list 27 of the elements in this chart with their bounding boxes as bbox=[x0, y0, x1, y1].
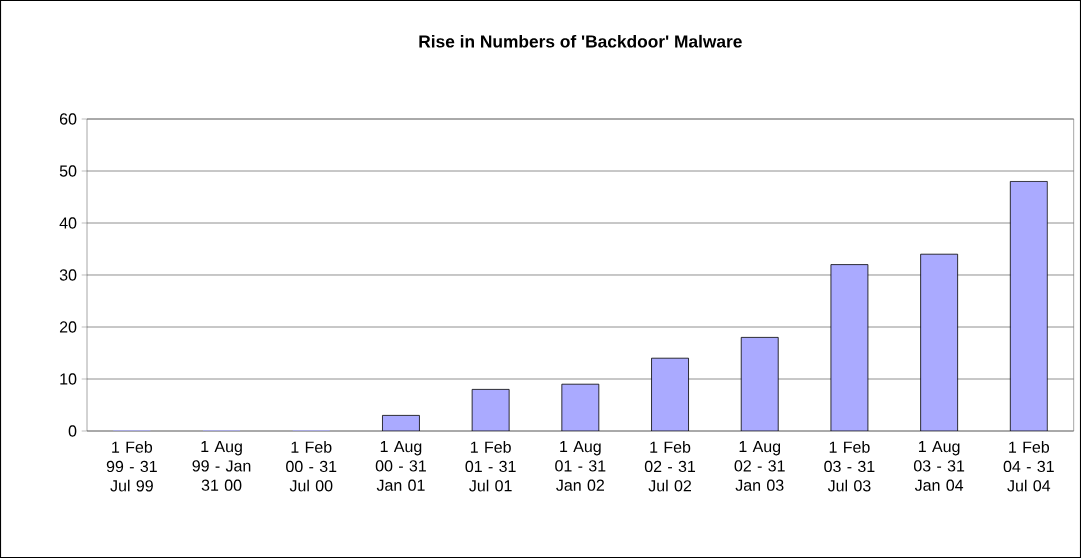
bar bbox=[561, 383, 600, 431]
y-tick-label: 20 bbox=[59, 321, 77, 333]
x-tick-label: 1 Feb 02 - 31 Jul 02 bbox=[644, 441, 696, 492]
x-tick-label: 1 Aug 99 - Jan 31 00 bbox=[192, 441, 251, 491]
x-tick-label: 1 Feb 03 - 31 Jul 03 bbox=[824, 441, 875, 492]
bar bbox=[651, 357, 689, 431]
bar bbox=[1009, 181, 1048, 431]
y-tick-label: 0 bbox=[68, 425, 77, 437]
y-tick-label: 30 bbox=[59, 269, 77, 281]
chart-title: Rise in Numbers of 'Backdoor' Malware bbox=[419, 34, 742, 48]
y-tick-label: 50 bbox=[59, 165, 77, 177]
x-tick-label: 1 Feb 00 - 31 Jul 00 bbox=[286, 441, 337, 492]
x-tick-label: 1 Aug 00 - 31 Jan 01 bbox=[375, 441, 426, 491]
x-tick-label: 1 Aug 03 - 31 Jan 04 bbox=[913, 441, 965, 491]
x-tick-label: 1 Feb 99 - 31 Jul 99 bbox=[106, 441, 157, 492]
x-tick-label: 1 Aug 02 - 31 Jan 03 bbox=[734, 441, 785, 491]
bar bbox=[920, 253, 959, 431]
y-tick-label: 10 bbox=[60, 373, 77, 385]
y-tick-label: 60 bbox=[59, 113, 77, 125]
x-tick-label: 1 Feb 01 - 31 Jul 01 bbox=[465, 441, 516, 492]
x-tick-label: 1 Feb 04 - 31 Jul 04 bbox=[1003, 441, 1054, 492]
x-tick-label: 1 Aug 01 - 31 Jan 02 bbox=[555, 441, 606, 491]
bar bbox=[830, 264, 869, 431]
bar bbox=[382, 415, 420, 431]
bar bbox=[471, 389, 510, 431]
bar bbox=[740, 337, 779, 431]
y-tick-label: 40 bbox=[59, 217, 77, 229]
